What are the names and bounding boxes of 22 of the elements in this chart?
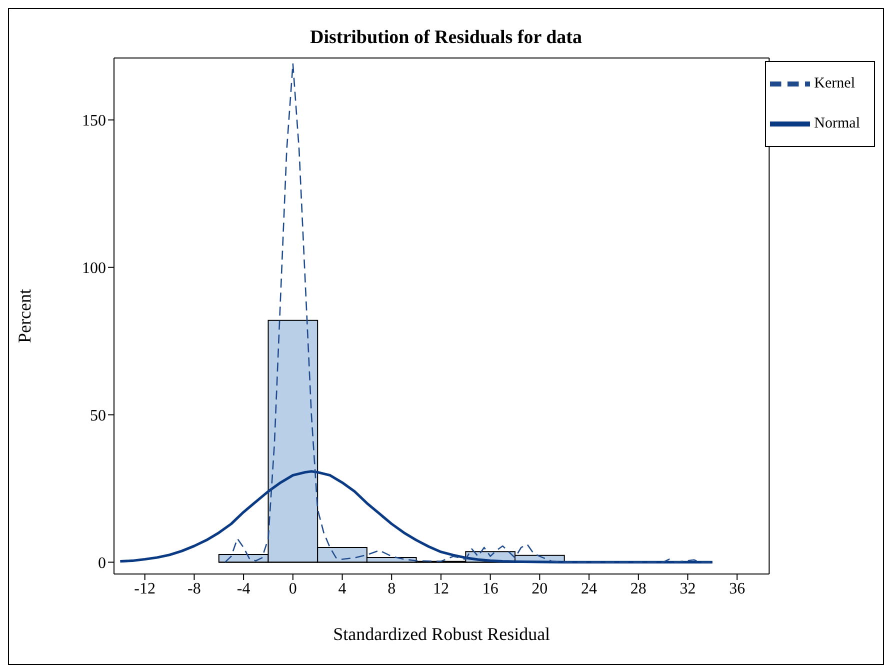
x-tick-label: 24 [581,580,598,598]
x-tick-label: -8 [188,580,201,598]
x-tick-label: 28 [630,580,646,598]
legend-label: Normal [814,115,860,132]
x-tick-label: 20 [532,580,548,598]
x-tick-label: 8 [388,580,396,598]
x-axis-title: Standardized Robust Residual [333,624,550,644]
x-tick-label: 36 [729,580,746,598]
x-tick-label: 32 [680,580,696,598]
x-tick-label: 16 [482,580,498,598]
y-axis-title: Percent [14,289,34,343]
x-tick-label: 0 [288,580,297,598]
chart-title: Distribution of Residuals for data [308,27,583,49]
x-tick-label: 12 [432,580,449,598]
y-tick-label: 100 [82,260,106,278]
x-tick-label: 4 [338,580,346,598]
y-tick-label: 150 [82,112,106,130]
x-tick-label: -12 [134,580,156,598]
y-tick-label: 0 [98,554,106,572]
legend-label: Kernel [814,75,855,92]
y-tick-label: 50 [90,407,106,424]
x-tick-label: -4 [236,580,250,598]
